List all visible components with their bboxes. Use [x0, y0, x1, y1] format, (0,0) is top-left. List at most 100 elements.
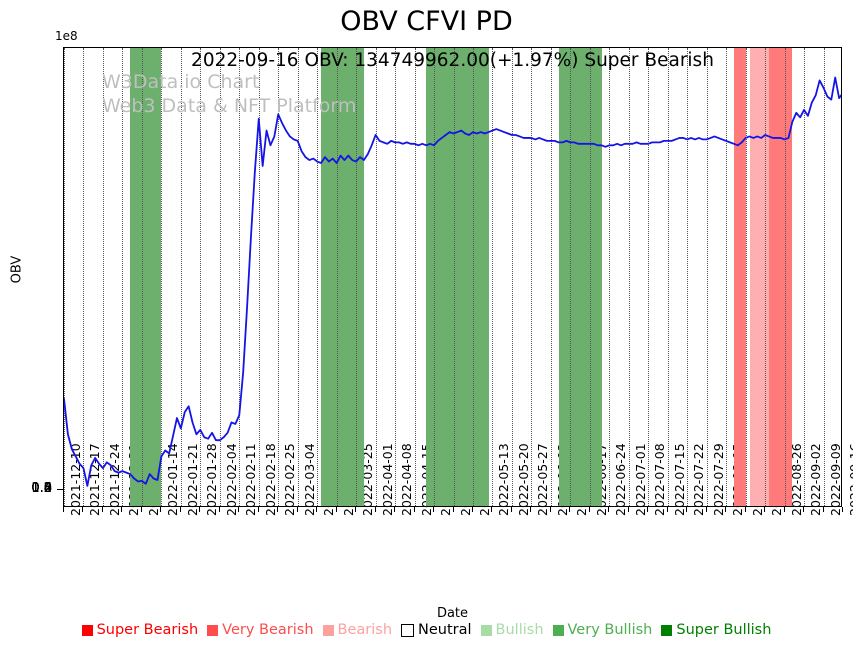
gridline [122, 48, 124, 506]
y-axis-title: OBV [9, 255, 25, 284]
y-axis-offset-label: 1e8 [55, 29, 78, 43]
gridline [706, 48, 708, 506]
x-tick-mark [822, 507, 824, 512]
x-tick-mark [296, 507, 298, 512]
x-tick-mark [569, 507, 571, 512]
legend-swatch-icon [81, 624, 93, 636]
gridline [278, 48, 280, 506]
x-tick-label: 2022-09-16 [847, 443, 853, 516]
gridline [472, 48, 474, 506]
gridline [200, 48, 202, 506]
gridline [784, 48, 786, 506]
gridline [434, 48, 436, 506]
gridline [726, 48, 728, 506]
signal-band [558, 48, 602, 506]
gridline [687, 48, 689, 506]
gridline [375, 48, 377, 506]
gridline [102, 48, 104, 506]
x-tick-mark [471, 507, 473, 512]
x-axis-title: Date [436, 606, 469, 621]
x-tick-mark [647, 507, 649, 512]
legend-item-super-bearish[interactable]: Super Bearish [81, 622, 199, 638]
y-tick-label: 1.0 [31, 481, 52, 497]
legend-label: Very Bullish [567, 622, 653, 638]
gridline [628, 48, 630, 506]
gridline [765, 48, 767, 506]
signal-band [749, 48, 769, 506]
x-tick-mark [783, 507, 785, 512]
gridline [336, 48, 338, 506]
gridline [414, 48, 416, 506]
legend-swatch-icon [661, 624, 673, 636]
y-tick-label: 0.2 [31, 481, 52, 497]
x-tick-mark [257, 507, 259, 512]
x-tick-mark [355, 507, 357, 512]
x-tick-mark [705, 507, 707, 512]
x-tick-mark [238, 507, 240, 512]
legend-item-super-bullish[interactable]: Super Bullish [661, 622, 771, 638]
gridline [453, 48, 455, 506]
x-tick-mark [316, 507, 318, 512]
x-tick-mark [725, 507, 727, 512]
x-tick-mark [842, 507, 843, 512]
x-tick-mark [744, 507, 746, 512]
gridline [511, 48, 513, 506]
gridline [823, 48, 825, 506]
gridline [83, 48, 85, 506]
y-tick-label: 0.6 [31, 481, 52, 497]
x-tick-mark [491, 507, 493, 512]
legend-item-neutral[interactable]: Neutral [401, 622, 472, 638]
signal-band [130, 48, 162, 506]
y-tick-label: 1.2 [31, 481, 52, 497]
gridline [317, 48, 319, 506]
x-tick-mark [82, 507, 84, 512]
gridline [745, 48, 747, 506]
x-tick-mark [374, 507, 376, 512]
x-tick-mark [63, 507, 64, 512]
legend-label: Super Bullish [676, 622, 772, 638]
legend-item-very-bearish[interactable]: Very Bearish [207, 622, 314, 638]
x-tick-mark [608, 507, 610, 512]
legend-swatch-icon [207, 624, 219, 636]
gridline [492, 48, 494, 506]
gridline [180, 48, 182, 506]
gridline [395, 48, 397, 506]
x-tick-mark [121, 507, 123, 512]
x-tick-mark [199, 507, 201, 512]
y-tick-label: 0.0 [31, 481, 52, 497]
signal-band [768, 48, 793, 506]
y-tick-mark [57, 489, 63, 491]
legend-label: Super Bearish [96, 622, 199, 638]
legend-label: Bearish [337, 622, 393, 638]
obv-line-series [64, 76, 841, 487]
x-tick-mark [101, 507, 103, 512]
legend-swatch-icon [480, 624, 492, 636]
legend: Super Bearish Very Bearish Bearish Neutral B… [0, 622, 853, 638]
gridline [550, 48, 552, 506]
signal-band [733, 48, 746, 506]
x-tick-mark [394, 507, 396, 512]
gridline [239, 48, 241, 506]
x-tick-mark [666, 507, 668, 512]
gridline [804, 48, 806, 506]
page-title: OBV CFVI PD [340, 6, 513, 37]
gridline [258, 48, 260, 506]
x-tick-mark [413, 507, 415, 512]
x-tick-mark [140, 507, 142, 512]
gridline [141, 48, 143, 506]
x-tick-mark [160, 507, 162, 512]
legend-swatch-icon [401, 623, 415, 637]
x-tick-mark [803, 507, 805, 512]
gridline [161, 48, 163, 506]
gridline [667, 48, 669, 506]
legend-item-bullish[interactable]: Bullish [480, 622, 544, 638]
gridline [297, 48, 299, 506]
legend-item-very-bullish[interactable]: Very Bullish [552, 622, 653, 638]
legend-swatch-icon [552, 624, 564, 636]
gridline [219, 48, 221, 506]
y-tick-label: 0.4 [31, 481, 52, 497]
x-tick-mark [627, 507, 629, 512]
legend-item-bearish[interactable]: Bearish [322, 622, 393, 638]
gridline [64, 48, 65, 506]
